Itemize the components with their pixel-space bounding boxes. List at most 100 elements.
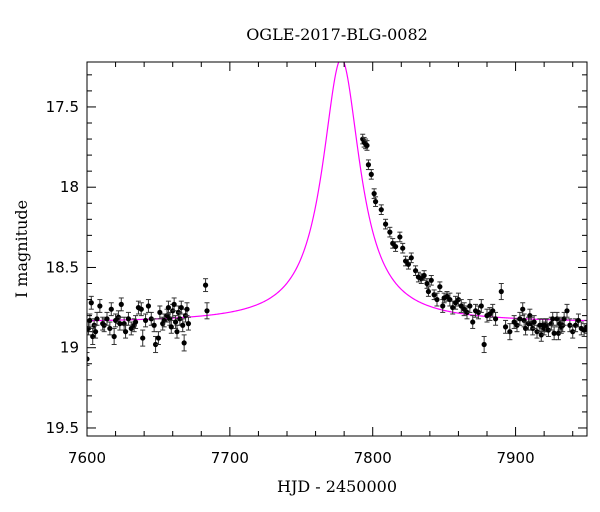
data-point — [517, 311, 523, 326]
y-tick-label: 19.5 — [46, 419, 79, 437]
point-marker — [397, 234, 403, 240]
data-point — [555, 326, 562, 341]
point-marker — [94, 316, 100, 322]
point-marker — [470, 319, 476, 325]
point-marker — [364, 142, 370, 149]
data-point — [570, 324, 576, 339]
data-point — [564, 303, 570, 318]
point-marker — [425, 288, 432, 295]
point-marker — [372, 199, 379, 205]
point-marker — [87, 356, 90, 362]
data-point — [387, 226, 393, 238]
point-marker — [421, 272, 427, 279]
point-marker — [478, 303, 484, 309]
data-point — [452, 295, 459, 310]
point-marker — [122, 329, 129, 335]
point-marker — [87, 317, 93, 324]
y-tick-label: 19 — [60, 339, 79, 357]
data-point — [392, 241, 399, 252]
point-marker — [520, 306, 526, 312]
plot-frame — [86, 61, 588, 437]
data-point — [125, 311, 132, 326]
point-marker — [514, 322, 520, 328]
point-marker — [204, 308, 210, 314]
point-marker — [481, 341, 487, 348]
point-marker — [570, 329, 576, 335]
point-marker — [92, 329, 99, 335]
point-marker — [584, 324, 587, 330]
data-point — [425, 286, 432, 297]
point-marker — [424, 280, 430, 287]
point-marker — [185, 321, 192, 327]
data-point — [178, 300, 184, 315]
data-point — [484, 308, 490, 323]
data-point — [421, 270, 427, 281]
point-marker — [157, 309, 163, 316]
point-marker — [165, 304, 172, 311]
data-point — [202, 278, 209, 293]
data-point — [551, 326, 557, 341]
data-point — [165, 300, 172, 315]
data-point — [88, 295, 94, 310]
point-marker — [434, 296, 440, 303]
data-point — [382, 218, 389, 230]
data-point — [405, 258, 412, 270]
data-point — [502, 319, 509, 334]
point-marker — [118, 301, 124, 307]
point-marker — [400, 245, 406, 251]
point-marker — [382, 221, 389, 227]
data-point — [372, 196, 379, 207]
data-point — [87, 313, 93, 328]
point-marker — [567, 322, 573, 328]
data-point — [140, 329, 146, 347]
point-marker — [507, 329, 513, 335]
data-point — [364, 140, 370, 151]
point-marker — [408, 255, 414, 261]
data-point — [378, 204, 384, 215]
data-point — [567, 318, 573, 333]
data-point — [511, 315, 517, 329]
point-marker — [467, 303, 473, 309]
y-axis-label: I magnitude — [12, 200, 31, 298]
x-axis-label: HJD - 2450000 — [277, 477, 397, 496]
point-marker — [172, 319, 179, 325]
point-marker — [107, 325, 113, 332]
data-point — [550, 311, 556, 326]
point-marker — [365, 162, 372, 168]
point-marker — [142, 317, 149, 324]
data-point — [534, 324, 540, 339]
point-marker — [371, 191, 377, 197]
data-point — [368, 169, 374, 180]
point-marker — [181, 340, 187, 346]
point-marker — [104, 316, 110, 322]
data-point — [181, 334, 187, 352]
point-marker — [117, 321, 123, 327]
point-marker — [155, 335, 162, 341]
point-marker — [108, 306, 114, 312]
point-marker — [564, 308, 570, 314]
y-tick-label: 18.5 — [46, 258, 79, 276]
data-point — [142, 313, 149, 328]
data-point — [101, 318, 107, 333]
point-marker — [368, 171, 374, 177]
data-point — [107, 321, 113, 336]
data-point — [520, 302, 526, 317]
point-marker — [387, 229, 393, 235]
y-tick-label: 18 — [60, 178, 79, 196]
point-marker — [174, 329, 180, 335]
point-marker — [97, 303, 103, 309]
data-point — [507, 323, 513, 341]
data-point — [155, 331, 162, 346]
axis-ticks: 7600 7700 7800 7900 17.5 18 18.5 19 19.5 — [46, 62, 587, 467]
point-marker — [168, 324, 174, 330]
data-point — [481, 335, 487, 354]
data-point — [145, 299, 152, 313]
point-marker — [531, 319, 537, 325]
data-point — [92, 324, 99, 339]
data-point — [428, 274, 434, 286]
data-point — [455, 292, 462, 307]
point-marker — [88, 300, 94, 306]
point-marker — [545, 327, 552, 333]
point-marker — [140, 335, 146, 341]
